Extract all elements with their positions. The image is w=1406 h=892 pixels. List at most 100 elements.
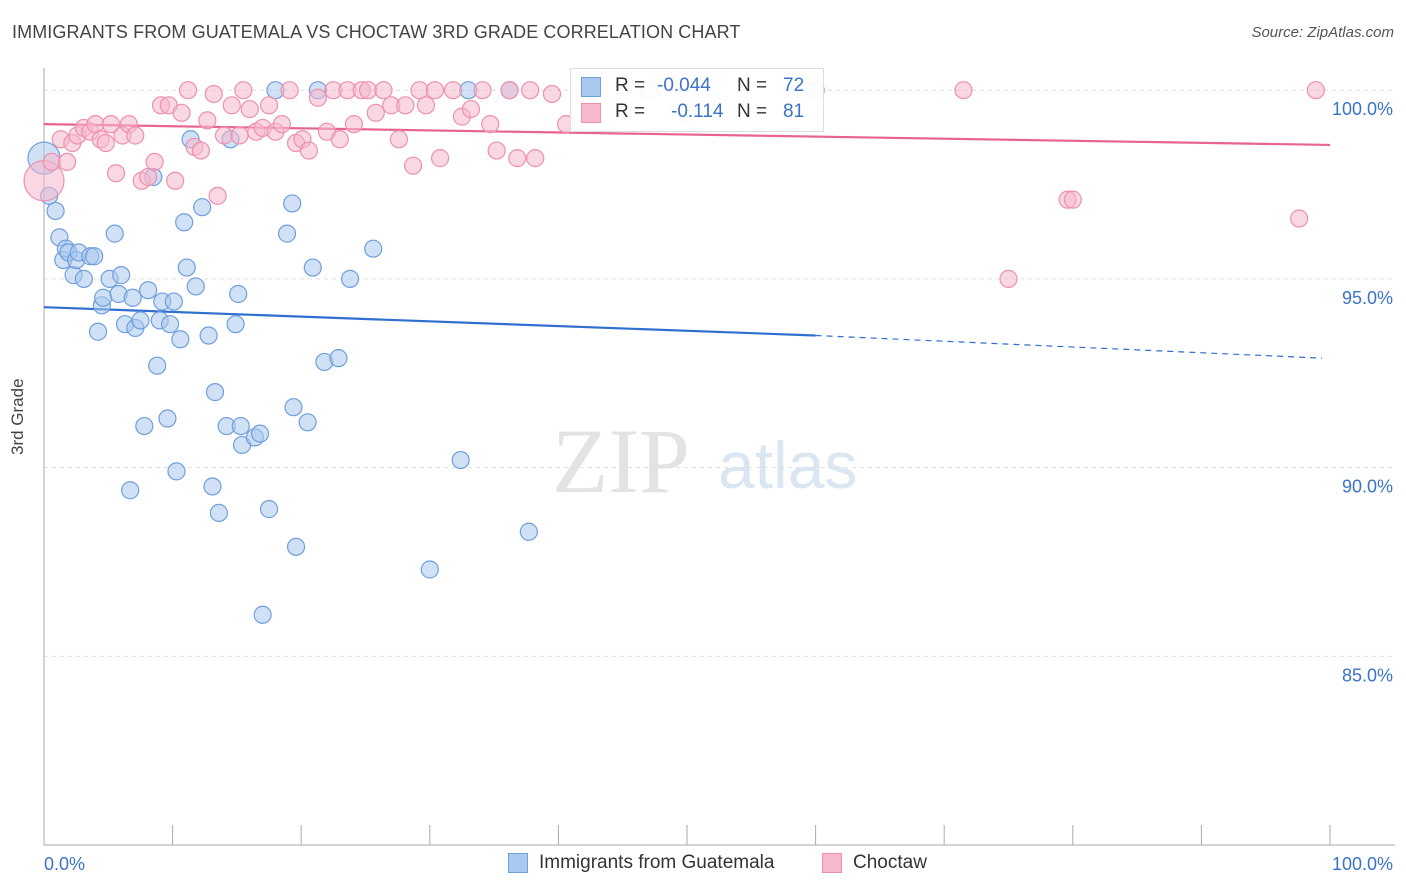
guatemala-trend-extension (815, 334, 1323, 359)
choctaw-point (86, 115, 105, 134)
choctaw-point (508, 149, 527, 168)
guatemala-point (171, 330, 190, 349)
guatemala-point (283, 194, 302, 213)
guatemala-point (121, 481, 140, 500)
choctaw-point (1063, 190, 1082, 209)
data-points (23, 81, 1325, 624)
choctaw-point (954, 81, 973, 100)
guatemala-point (226, 315, 245, 334)
legend-label-guatemala: Immigrants from Guatemala (539, 852, 775, 873)
choctaw-point (106, 164, 126, 183)
guatemala-point (277, 224, 297, 243)
guatemala-point (112, 266, 131, 285)
legend-swatch-choctaw (822, 853, 842, 873)
tick-labels: 100.0% 95.0% 90.0% 85.0% 0.0% 100.0% (44, 99, 1393, 874)
choctaw-point (172, 103, 191, 122)
guatemala-point (329, 349, 348, 368)
choctaw-point (178, 81, 198, 100)
guatemala-point (231, 416, 250, 436)
choctaw-point (166, 171, 185, 190)
guatemala-point (203, 477, 222, 496)
guatemala-point (167, 462, 186, 481)
choctaw-point (425, 81, 445, 100)
choctaw-point (280, 81, 299, 100)
guatemala-trend-line (43, 306, 816, 337)
choctaw-point (461, 99, 481, 119)
legend-label-choctaw: Choctaw (853, 852, 927, 873)
guatemala-point (105, 224, 124, 243)
guatemala-point (250, 424, 270, 443)
n-value-guatemala: 72 (783, 75, 805, 96)
guatemala-point (131, 311, 150, 330)
guatemala-point (88, 322, 108, 341)
guatemala-point (74, 269, 93, 288)
guatemala-point (284, 398, 303, 417)
choctaw-point (198, 111, 217, 130)
choctaw-point (208, 186, 227, 205)
guatemala-point (123, 288, 142, 307)
n-value-choctaw: 81 (783, 101, 805, 122)
guatemala-point (199, 326, 218, 345)
choctaw-point (416, 96, 436, 115)
choctaw-point (410, 81, 429, 100)
choctaw-point (240, 99, 259, 119)
y-tick-label: 90.0% (1342, 477, 1393, 497)
chart-title: IMMIGRANTS FROM GUATEMALA VS CHOCTAW 3RD… (12, 22, 741, 42)
choctaw-point (443, 81, 463, 100)
choctaw-point (526, 149, 545, 168)
x-tick-label-max: 100.0% (1332, 854, 1393, 874)
guatemala-point (209, 503, 228, 522)
choctaw-point (214, 126, 234, 145)
watermark-zip: ZIP (552, 410, 690, 512)
choctaw-point (139, 167, 158, 187)
guatemala-point (177, 258, 196, 277)
n-label: N = (737, 75, 768, 96)
grid-lines (44, 89, 1395, 657)
choctaw-point (1290, 209, 1309, 228)
choctaw-point (330, 130, 349, 149)
stats-legend: R = -0.044 N = 72 R = -0.114 N = 81 (570, 68, 824, 132)
guatemala-point (420, 560, 439, 579)
watermark-atlas: atlas (718, 428, 857, 502)
legend-swatch-guatemala (508, 853, 528, 873)
n-label: N = (737, 101, 768, 122)
guatemala-point (148, 356, 167, 375)
choctaw-point (259, 96, 279, 115)
guatemala-point (340, 269, 360, 288)
guatemala-point (46, 201, 65, 221)
choctaw-point (299, 141, 319, 160)
choctaw-point (126, 126, 145, 145)
choctaw-point (234, 81, 253, 100)
guatemala-point (160, 315, 180, 334)
choctaw-point (430, 149, 450, 168)
guatemala-point (205, 383, 225, 402)
guatemala-point (259, 500, 279, 519)
choctaw-point (191, 141, 210, 160)
choctaw-point (96, 133, 115, 153)
choctaw-point (344, 115, 364, 134)
choctaw-point (58, 152, 77, 171)
guatemala-point (193, 198, 212, 217)
guatemala-point (139, 281, 158, 300)
choctaw-point (999, 269, 1018, 288)
y-tick-label: 95.0% (1342, 288, 1393, 308)
legend-swatch-guatemala (581, 77, 601, 97)
r-label: R = (615, 101, 646, 122)
guatemala-point (135, 416, 154, 436)
choctaw-point (481, 115, 500, 134)
choctaw-point (358, 81, 378, 100)
y-tick-label: 85.0% (1342, 665, 1393, 685)
choctaw-point (366, 103, 385, 122)
guatemala-point (175, 213, 194, 232)
guatemala-point (364, 239, 383, 258)
choctaw-point (145, 152, 164, 171)
y-tick-label: 100.0% (1332, 99, 1393, 119)
r-value-guatemala: -0.044 (657, 75, 711, 96)
guatemala-point (158, 409, 177, 428)
guatemala-point (229, 284, 248, 304)
choctaw-point (101, 115, 120, 134)
source-label: Source: ZipAtlas.com (1251, 24, 1394, 41)
choctaw-point (396, 96, 415, 115)
guatemala-point (298, 413, 317, 432)
